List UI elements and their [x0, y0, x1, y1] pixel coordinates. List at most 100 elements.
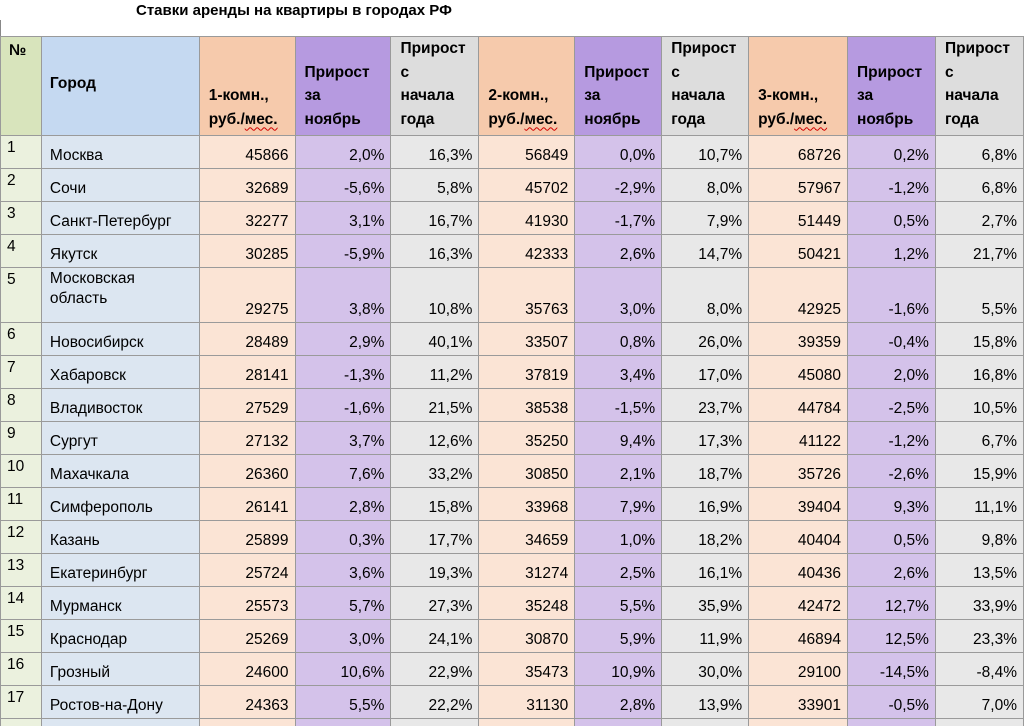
growth-year-3room: 21,7%	[935, 235, 1023, 268]
growth-month-1room: -1,6%	[295, 389, 391, 422]
price-1room: 26360	[199, 455, 295, 488]
cell-divider	[0, 20, 1, 36]
row-num: 8	[1, 389, 42, 422]
growth-year-1room: 27,3%	[391, 587, 479, 620]
growth-year-2room: 10,7%	[662, 136, 749, 169]
price-3room: 50421	[749, 235, 848, 268]
growth-year-1room: 22,2%	[391, 686, 479, 719]
growth-month-2room: -1,5%	[575, 389, 662, 422]
price-1room: 27529	[199, 389, 295, 422]
growth-month-2room: 2,1%	[575, 455, 662, 488]
growth-month-1room: 5,7%	[295, 587, 391, 620]
spellcheck-underline: мес.	[524, 111, 557, 128]
price-2room: 31274	[479, 554, 575, 587]
growth-month-2room: 2,8%	[575, 686, 662, 719]
row-num: 10	[1, 455, 42, 488]
growth-month-1room: 3,6%	[295, 554, 391, 587]
growth-month-2room: 5,9%	[575, 620, 662, 653]
growth-month-2room: 0,0%	[575, 136, 662, 169]
growth-month-3room: 2,0%	[847, 356, 935, 389]
header-3room-price: 3-комн.,руб./мес.	[749, 37, 848, 136]
price-1room: 29275	[199, 268, 295, 323]
growth-year-2room: 18,2%	[662, 521, 749, 554]
growth-year-3room: 23,3%	[935, 620, 1023, 653]
price-1room: 26141	[199, 488, 295, 521]
price-3room: 41122	[749, 422, 848, 455]
row-num: 9	[1, 422, 42, 455]
growth-year-1room: 11,2%	[391, 356, 479, 389]
growth-year-2room: 35,9%	[662, 587, 749, 620]
growth-month-3room: 12,5%	[847, 620, 935, 653]
price-3room: 39404	[749, 488, 848, 521]
growth-year-3room: 9,8%	[935, 521, 1023, 554]
price-2room: 38538	[479, 389, 575, 422]
price-2room: 45702	[479, 169, 575, 202]
growth-year-2room: 30,0%	[662, 653, 749, 686]
growth-month-2room: 3,4%	[575, 356, 662, 389]
price-1room: 25573	[199, 587, 295, 620]
growth-month-3room: 1,2%	[847, 235, 935, 268]
growth-month-1room: -5,6%	[295, 169, 391, 202]
table-row-cut	[1, 719, 1024, 726]
growth-month-2room: -2,9%	[575, 169, 662, 202]
price-3room: 51449	[749, 202, 848, 235]
price-3room: 46894	[749, 620, 848, 653]
row-num: 4	[1, 235, 42, 268]
growth-year-1room: 16,3%	[391, 136, 479, 169]
price-1room: 28141	[199, 356, 295, 389]
growth-year-1room: 10,8%	[391, 268, 479, 323]
city-name: Грозный	[41, 653, 199, 686]
growth-year-3room: 10,5%	[935, 389, 1023, 422]
city-name: Владивосток	[41, 389, 199, 422]
price-3room: 57967	[749, 169, 848, 202]
growth-year-3room: 15,8%	[935, 323, 1023, 356]
growth-month-1room: 2,9%	[295, 323, 391, 356]
growth-year-1room: 24,1%	[391, 620, 479, 653]
growth-month-2room: 1,0%	[575, 521, 662, 554]
growth-year-3room: 15,9%	[935, 455, 1023, 488]
growth-year-1room: 21,5%	[391, 389, 479, 422]
growth-year-2room: 17,3%	[662, 422, 749, 455]
growth-month-3room: 0,5%	[847, 202, 935, 235]
growth-month-1room: 7,6%	[295, 455, 391, 488]
row-num: 15	[1, 620, 42, 653]
growth-year-3room: -8,4%	[935, 653, 1023, 686]
growth-month-1room: 3,0%	[295, 620, 391, 653]
growth-month-3room: -1,2%	[847, 169, 935, 202]
price-3room: 40436	[749, 554, 848, 587]
growth-year-2room: 16,9%	[662, 488, 749, 521]
price-2room: 30870	[479, 620, 575, 653]
growth-month-1room: -5,9%	[295, 235, 391, 268]
growth-month-3room: 9,3%	[847, 488, 935, 521]
growth-year-1room: 22,9%	[391, 653, 479, 686]
growth-year-1room: 15,8%	[391, 488, 479, 521]
growth-year-3room: 6,8%	[935, 136, 1023, 169]
growth-year-1room: 12,6%	[391, 422, 479, 455]
growth-month-2room: 9,4%	[575, 422, 662, 455]
spellcheck-underline: мес.	[794, 111, 827, 128]
growth-month-3room: -2,5%	[847, 389, 935, 422]
price-1room: 24600	[199, 653, 295, 686]
growth-year-3room: 2,7%	[935, 202, 1023, 235]
price-3room: 39359	[749, 323, 848, 356]
price-2room: 35763	[479, 268, 575, 323]
growth-month-1room: 10,6%	[295, 653, 391, 686]
row-num: 3	[1, 202, 42, 235]
growth-month-1room: 2,8%	[295, 488, 391, 521]
city-name: Новосибирск	[41, 323, 199, 356]
price-3room: 40404	[749, 521, 848, 554]
